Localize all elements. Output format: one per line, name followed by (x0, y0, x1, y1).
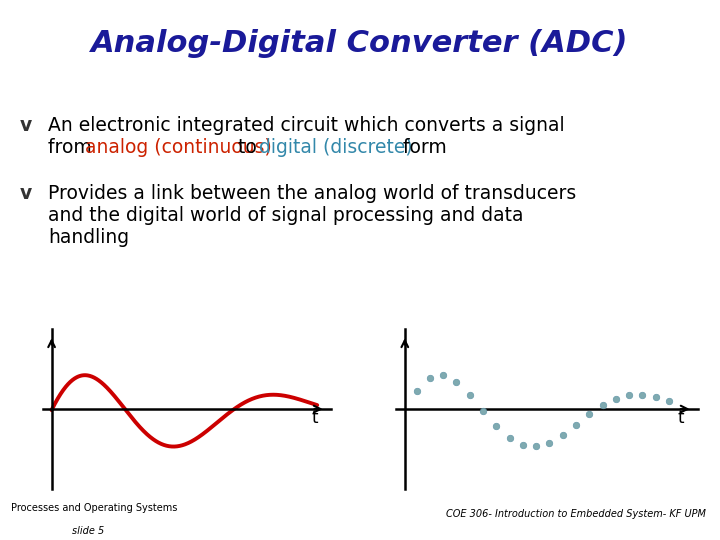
Text: t: t (678, 409, 684, 427)
Point (624, 391, 635, 400)
Point (544, 438, 555, 447)
Text: form: form (397, 138, 446, 157)
Point (504, 434, 516, 442)
Point (557, 430, 569, 439)
Text: analog (continuous): analog (continuous) (85, 138, 271, 157)
Text: and the digital world of signal processing and data: and the digital world of signal processi… (48, 206, 523, 225)
Text: Analog-Digital Converter (ADC): Analog-Digital Converter (ADC) (91, 29, 629, 58)
Text: digital (discrete): digital (discrete) (259, 138, 413, 157)
Text: Processes and Operating Systems: Processes and Operating Systems (11, 503, 177, 513)
Text: Provides a link between the analog world of transducers: Provides a link between the analog world… (48, 184, 576, 203)
Text: to: to (232, 138, 263, 157)
Point (570, 420, 582, 429)
Point (610, 394, 621, 403)
Text: v: v (20, 184, 32, 203)
Point (583, 410, 595, 418)
Point (636, 390, 648, 399)
Text: t: t (311, 409, 318, 427)
Text: COE 306- Introduction to Embedded System- KF UPM: COE 306- Introduction to Embedded System… (446, 509, 706, 519)
Point (424, 374, 436, 382)
Text: An electronic integrated circuit which converts a signal: An electronic integrated circuit which c… (48, 116, 564, 136)
Point (490, 422, 502, 430)
Point (477, 406, 489, 415)
Point (650, 393, 662, 401)
Point (663, 396, 675, 405)
Point (531, 442, 542, 451)
Text: handling: handling (48, 228, 129, 247)
Point (437, 371, 449, 380)
Point (464, 390, 475, 399)
Text: from: from (48, 138, 98, 157)
Point (597, 401, 608, 409)
Point (517, 441, 528, 449)
Text: slide 5: slide 5 (72, 525, 104, 536)
Text: v: v (20, 116, 32, 136)
Point (411, 387, 423, 395)
Point (451, 377, 462, 386)
